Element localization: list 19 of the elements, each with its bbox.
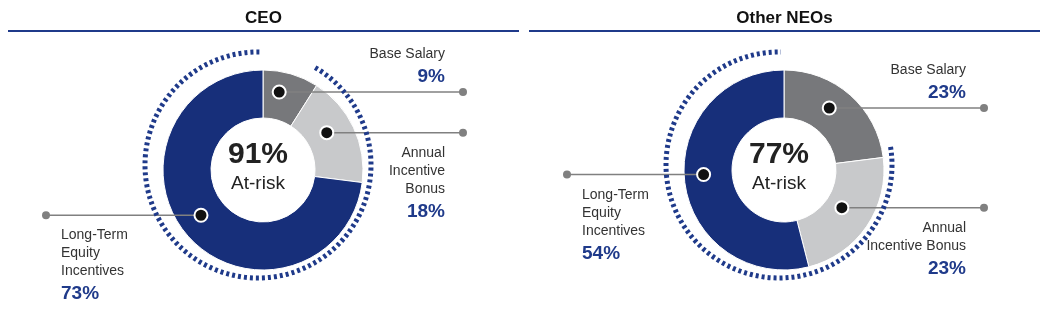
text: At-risk: [231, 172, 286, 193]
text: At-risk: [752, 172, 807, 193]
data-label: 18%: [406, 199, 446, 221]
data-label: 23%: [927, 256, 967, 278]
slice-label: Base Salary: [369, 45, 445, 62]
slice-label: Long-Term Equity Incentives: [61, 226, 128, 279]
slice-label: Annual Incentive Bonus: [866, 218, 966, 253]
slice-label: Annual Incentive Bonus: [388, 143, 446, 196]
slice-label: Long-Term Equity Incentives: [582, 185, 649, 238]
data-label: 73%: [61, 282, 100, 304]
data-label: 9%: [417, 65, 446, 87]
slice-label: Base Salary: [890, 60, 966, 77]
donut-slice: [162, 69, 363, 271]
text: 91%: [227, 136, 289, 169]
data-label: 23%: [927, 80, 967, 102]
data-label: 54%: [582, 241, 621, 263]
chart-title: CEO: [244, 8, 283, 28]
chart-title: Other NEOs: [735, 8, 834, 28]
text: 77%: [748, 136, 810, 169]
